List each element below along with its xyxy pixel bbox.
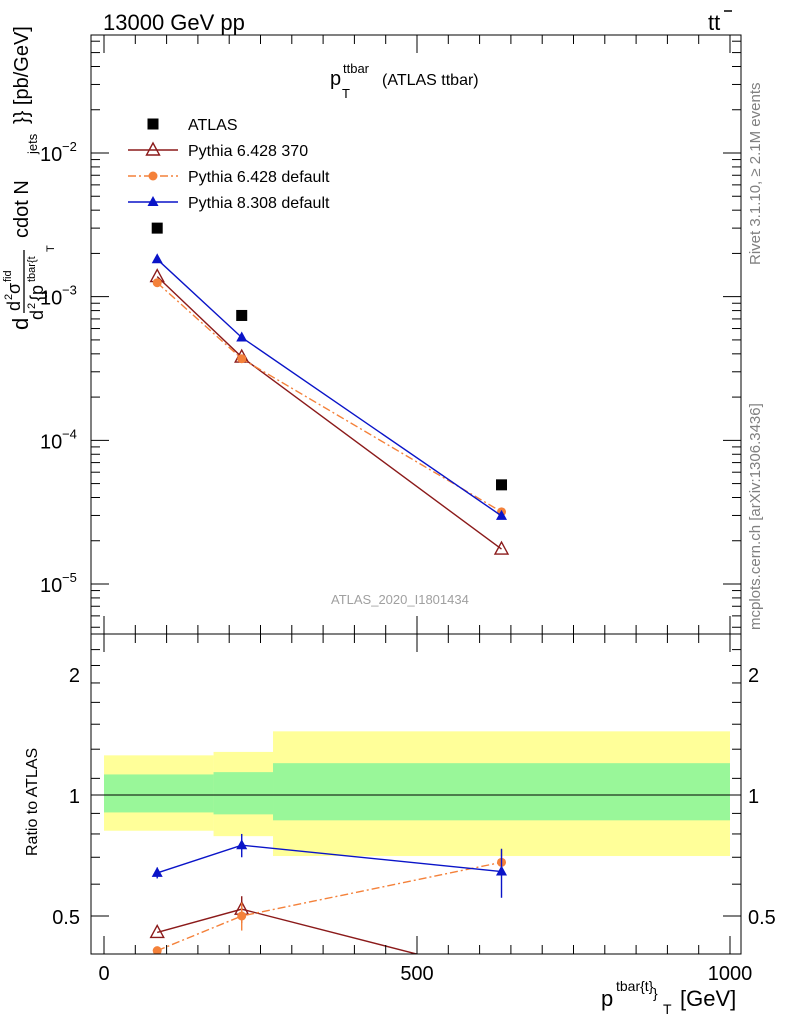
- ratio-y-tick-label-right: 1: [748, 786, 759, 808]
- main-y-tick-exponent: −2: [62, 139, 77, 154]
- ylabel-unit: }} [pb/GeV]: [11, 26, 33, 124]
- plot-title-rest: (ATLAS ttbar): [382, 72, 479, 89]
- main-y-tick-label: 10: [40, 575, 62, 597]
- ratio-series-group: [149, 833, 508, 981]
- main-data-point: [151, 222, 163, 234]
- ylabel-d3: d: [27, 310, 47, 320]
- ratio-data-point: [237, 911, 247, 921]
- x-axis-label-T: T: [663, 1001, 672, 1017]
- main-data-point: [496, 479, 508, 491]
- header-energy-label: 13000 GeV pp: [103, 10, 245, 35]
- main-y-ticks: [91, 40, 741, 628]
- ratio-series: [149, 833, 508, 981]
- ratio-data-point: [149, 923, 165, 939]
- ylabel-p: {p: [27, 285, 47, 301]
- ratio-band-inner: [273, 763, 730, 821]
- main-y-tick-exponent: −5: [62, 570, 77, 585]
- x-axis-label-brace: }: [653, 985, 658, 1001]
- header-process-label: tt: [708, 10, 720, 35]
- rivet-label: Rivet 3.1.10, ≥ 2.1M events: [747, 83, 764, 266]
- plot-title-sub: T: [342, 86, 350, 101]
- ratio-x-tick-label: 1000: [708, 963, 753, 985]
- ylabel-cdot: cdot N: [11, 180, 33, 238]
- legend-label: Pythia 8.308 default: [188, 195, 330, 212]
- ratio-data-point: [236, 839, 248, 850]
- ratio-band-inner: [104, 774, 214, 813]
- main-series-line: [156, 276, 502, 550]
- main-y-tick-exponent: −4: [62, 426, 77, 441]
- main-y-tick-label: 10: [40, 288, 62, 310]
- plot-title: p: [330, 68, 341, 90]
- ratio-data-point: [495, 969, 508, 981]
- legend-marker: [148, 171, 158, 181]
- ratio-x-tick-label: 500: [400, 963, 433, 985]
- main-data-point: [237, 354, 247, 364]
- legend-marker: [147, 118, 159, 130]
- ratio-data-point: [152, 946, 162, 954]
- ratio-plot: 0.5 0.5 1 1 2 2 0 500 1000 Ratio to ATLAS p tba…: [24, 633, 776, 1017]
- main-y-tick-label: 10: [40, 431, 62, 453]
- main-x-ticks: [103, 35, 731, 634]
- main-data-point: [152, 278, 162, 288]
- main-data-point: [151, 253, 163, 264]
- ylabel-d1: d: [8, 318, 33, 330]
- ratio-y-tick-label-right: 0.5: [748, 907, 776, 929]
- analysis-watermark: ATLAS_2020_I1801434: [331, 592, 469, 607]
- main-series: [149, 222, 510, 555]
- x-axis-label-unit: [GeV]: [680, 986, 736, 1011]
- ylabel-jets: jets: [25, 133, 40, 155]
- main-y-axis-label: d d 2 σ fid d 2 {p tbar{t T cdot N jets …: [2, 26, 57, 330]
- main-y-tick-exponent: −3: [62, 283, 77, 298]
- mcplots-label: mcplots.cern.ch [arXiv:1306.3436]: [747, 403, 764, 630]
- ratio-plot-frame: [90, 633, 742, 955]
- legend-label: Pythia 6.428 default: [188, 169, 330, 186]
- legend-marker: [147, 196, 159, 206]
- ratio-y-axis-label: Ratio to ATLAS: [24, 748, 41, 856]
- ratio-series-line: [157, 908, 420, 954]
- main-series-line: [156, 258, 502, 517]
- ratio-x-tick-label: 0: [98, 963, 109, 985]
- ylabel-tbar: tbar{t: [26, 256, 38, 282]
- legend-label: ATLAS: [188, 117, 238, 134]
- main-data-point: [496, 509, 508, 520]
- ratio-data-point: [496, 865, 508, 876]
- main-y-tick-label: 10: [40, 144, 62, 166]
- ratio-band-inner: [213, 772, 274, 815]
- ylabel-exp2: 2: [3, 294, 15, 300]
- ylabel-exp2b: 2: [26, 303, 38, 309]
- ratio-data-point: [151, 866, 163, 877]
- legend-label: Pythia 6.428 370: [188, 143, 308, 160]
- x-axis-label-sup: tbar{t}: [616, 978, 654, 994]
- plot-title-sup: ttbar: [343, 61, 370, 76]
- main-y-tick-labels: 10−210−310−410−5: [40, 139, 77, 597]
- ylabel-sigma: σ: [4, 283, 24, 294]
- main-data-point: [236, 331, 248, 342]
- ylabel-d2: d: [4, 301, 24, 311]
- ratio-bands: [104, 731, 730, 857]
- main-data-point: [493, 540, 510, 555]
- ratio-y-tick-label-right: 2: [748, 665, 759, 687]
- ratio-y-tick-label-left: 1: [69, 786, 80, 808]
- ratio-y-tick-label-left: 2: [69, 665, 80, 687]
- ratio-y-tick-label-left: 0.5: [52, 907, 80, 929]
- legend: ATLAS Pythia 6.428 370 Pythia 6.428 defaul…: [128, 117, 330, 212]
- main-data-point: [236, 309, 248, 321]
- ratio-series-line: [156, 861, 502, 952]
- ylabel-fid: fid: [2, 270, 14, 282]
- main-plot: 10−210−310−410−5 p T ttbar (ATLAS ttbar)…: [2, 26, 742, 635]
- legend-marker: [145, 141, 161, 156]
- ratio-x-ticks: 0 500 1000: [98, 634, 752, 985]
- ratio-y-ticks: 0.5 0.5 1 1 2 2: [52, 649, 776, 929]
- ylabel-T: T: [45, 245, 57, 252]
- x-axis-label-p: p: [601, 986, 613, 1011]
